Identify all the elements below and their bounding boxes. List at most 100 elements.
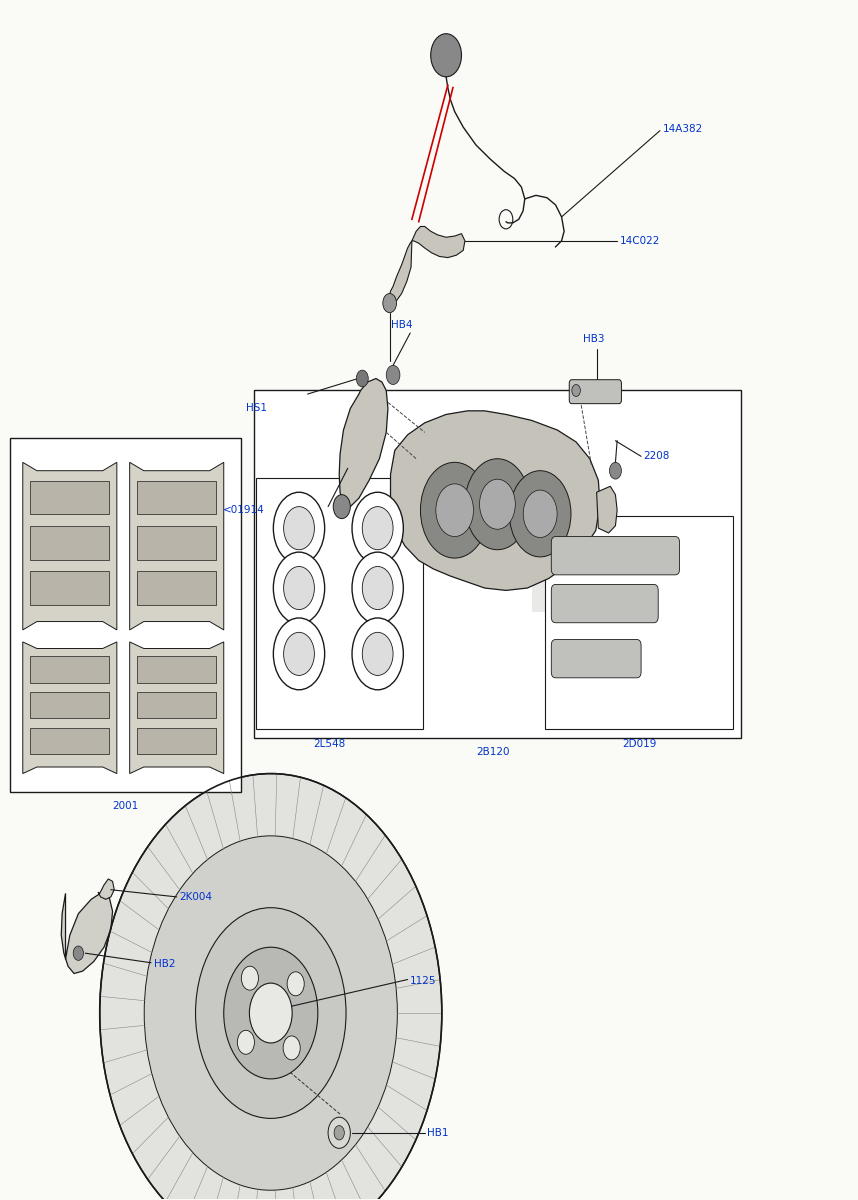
Text: uldoria: uldoria bbox=[386, 600, 472, 624]
Bar bbox=[30, 692, 109, 719]
Text: 2K004: 2K004 bbox=[179, 892, 212, 902]
Circle shape bbox=[328, 1117, 350, 1148]
FancyBboxPatch shape bbox=[552, 584, 658, 623]
Text: HS1: HS1 bbox=[245, 403, 267, 414]
Bar bbox=[608, 540, 634, 576]
Bar bbox=[583, 504, 608, 540]
Circle shape bbox=[571, 384, 580, 396]
Polygon shape bbox=[596, 486, 617, 533]
Circle shape bbox=[523, 490, 557, 538]
Bar bbox=[608, 576, 634, 612]
Circle shape bbox=[196, 907, 346, 1118]
Text: 2L548: 2L548 bbox=[313, 739, 345, 749]
Bar bbox=[30, 727, 109, 754]
Text: HB3: HB3 bbox=[583, 334, 604, 344]
Bar bbox=[254, 390, 741, 738]
Bar bbox=[532, 576, 558, 612]
Polygon shape bbox=[23, 462, 117, 630]
Circle shape bbox=[362, 506, 393, 550]
Circle shape bbox=[356, 370, 368, 386]
Circle shape bbox=[431, 34, 462, 77]
Text: c  a  r: c a r bbox=[58, 779, 98, 792]
Circle shape bbox=[362, 632, 393, 676]
Polygon shape bbox=[98, 878, 114, 899]
Bar bbox=[546, 516, 734, 730]
Circle shape bbox=[284, 566, 314, 610]
Text: 14A382: 14A382 bbox=[662, 125, 703, 134]
Bar bbox=[30, 571, 109, 605]
Circle shape bbox=[274, 618, 324, 690]
Text: p  a  r  t  s: p a r t s bbox=[342, 659, 413, 673]
Text: 2B120: 2B120 bbox=[476, 748, 510, 757]
Circle shape bbox=[333, 494, 350, 518]
Bar bbox=[30, 656, 109, 683]
Text: HB2: HB2 bbox=[154, 959, 175, 968]
Text: <01914: <01914 bbox=[223, 505, 265, 515]
Polygon shape bbox=[61, 892, 112, 973]
Circle shape bbox=[250, 983, 293, 1043]
Bar bbox=[532, 540, 558, 576]
Bar bbox=[558, 504, 583, 540]
Text: 2D019: 2D019 bbox=[622, 739, 656, 749]
Circle shape bbox=[386, 365, 400, 384]
Bar bbox=[137, 727, 216, 754]
Circle shape bbox=[287, 972, 305, 996]
Circle shape bbox=[274, 492, 324, 564]
Circle shape bbox=[480, 479, 516, 529]
Circle shape bbox=[334, 1126, 344, 1140]
Polygon shape bbox=[412, 227, 465, 258]
Bar bbox=[10, 438, 241, 792]
Circle shape bbox=[362, 566, 393, 610]
Bar bbox=[30, 481, 109, 515]
Bar bbox=[583, 540, 608, 576]
Polygon shape bbox=[390, 410, 600, 590]
Text: HB4: HB4 bbox=[390, 319, 412, 330]
Circle shape bbox=[352, 618, 403, 690]
Bar bbox=[30, 526, 109, 559]
Bar bbox=[137, 481, 216, 515]
Text: HB1: HB1 bbox=[427, 1128, 449, 1138]
FancyBboxPatch shape bbox=[552, 640, 641, 678]
Circle shape bbox=[352, 492, 403, 564]
Text: 1125: 1125 bbox=[410, 976, 437, 985]
Circle shape bbox=[274, 552, 324, 624]
Polygon shape bbox=[23, 642, 117, 774]
Polygon shape bbox=[339, 378, 388, 506]
Circle shape bbox=[224, 947, 317, 1079]
Circle shape bbox=[436, 484, 474, 536]
Circle shape bbox=[238, 1031, 255, 1055]
FancyBboxPatch shape bbox=[569, 379, 621, 403]
Text: 2208: 2208 bbox=[643, 451, 669, 461]
Circle shape bbox=[383, 294, 396, 313]
Bar bbox=[137, 692, 216, 719]
Bar bbox=[532, 504, 558, 540]
Circle shape bbox=[465, 458, 530, 550]
Bar bbox=[137, 571, 216, 605]
Circle shape bbox=[283, 1036, 300, 1060]
Circle shape bbox=[144, 836, 397, 1190]
Circle shape bbox=[420, 462, 489, 558]
Circle shape bbox=[609, 462, 621, 479]
Circle shape bbox=[284, 506, 314, 550]
Bar bbox=[608, 504, 634, 540]
Circle shape bbox=[284, 632, 314, 676]
Text: uldoria: uldoria bbox=[104, 995, 190, 1019]
Bar bbox=[558, 540, 583, 576]
Bar bbox=[558, 576, 583, 612]
Text: 2001: 2001 bbox=[112, 800, 138, 811]
Bar bbox=[583, 576, 608, 612]
Bar bbox=[137, 526, 216, 559]
FancyBboxPatch shape bbox=[552, 536, 680, 575]
Polygon shape bbox=[130, 642, 224, 774]
Circle shape bbox=[352, 552, 403, 624]
Polygon shape bbox=[130, 462, 224, 630]
Circle shape bbox=[73, 946, 83, 960]
Polygon shape bbox=[389, 241, 412, 304]
Circle shape bbox=[100, 774, 442, 1200]
Text: 14C022: 14C022 bbox=[619, 236, 660, 246]
Circle shape bbox=[241, 966, 258, 990]
Bar bbox=[257, 478, 423, 730]
Text: uldoria: uldoria bbox=[104, 594, 190, 618]
Circle shape bbox=[510, 470, 571, 557]
Bar bbox=[137, 656, 216, 683]
